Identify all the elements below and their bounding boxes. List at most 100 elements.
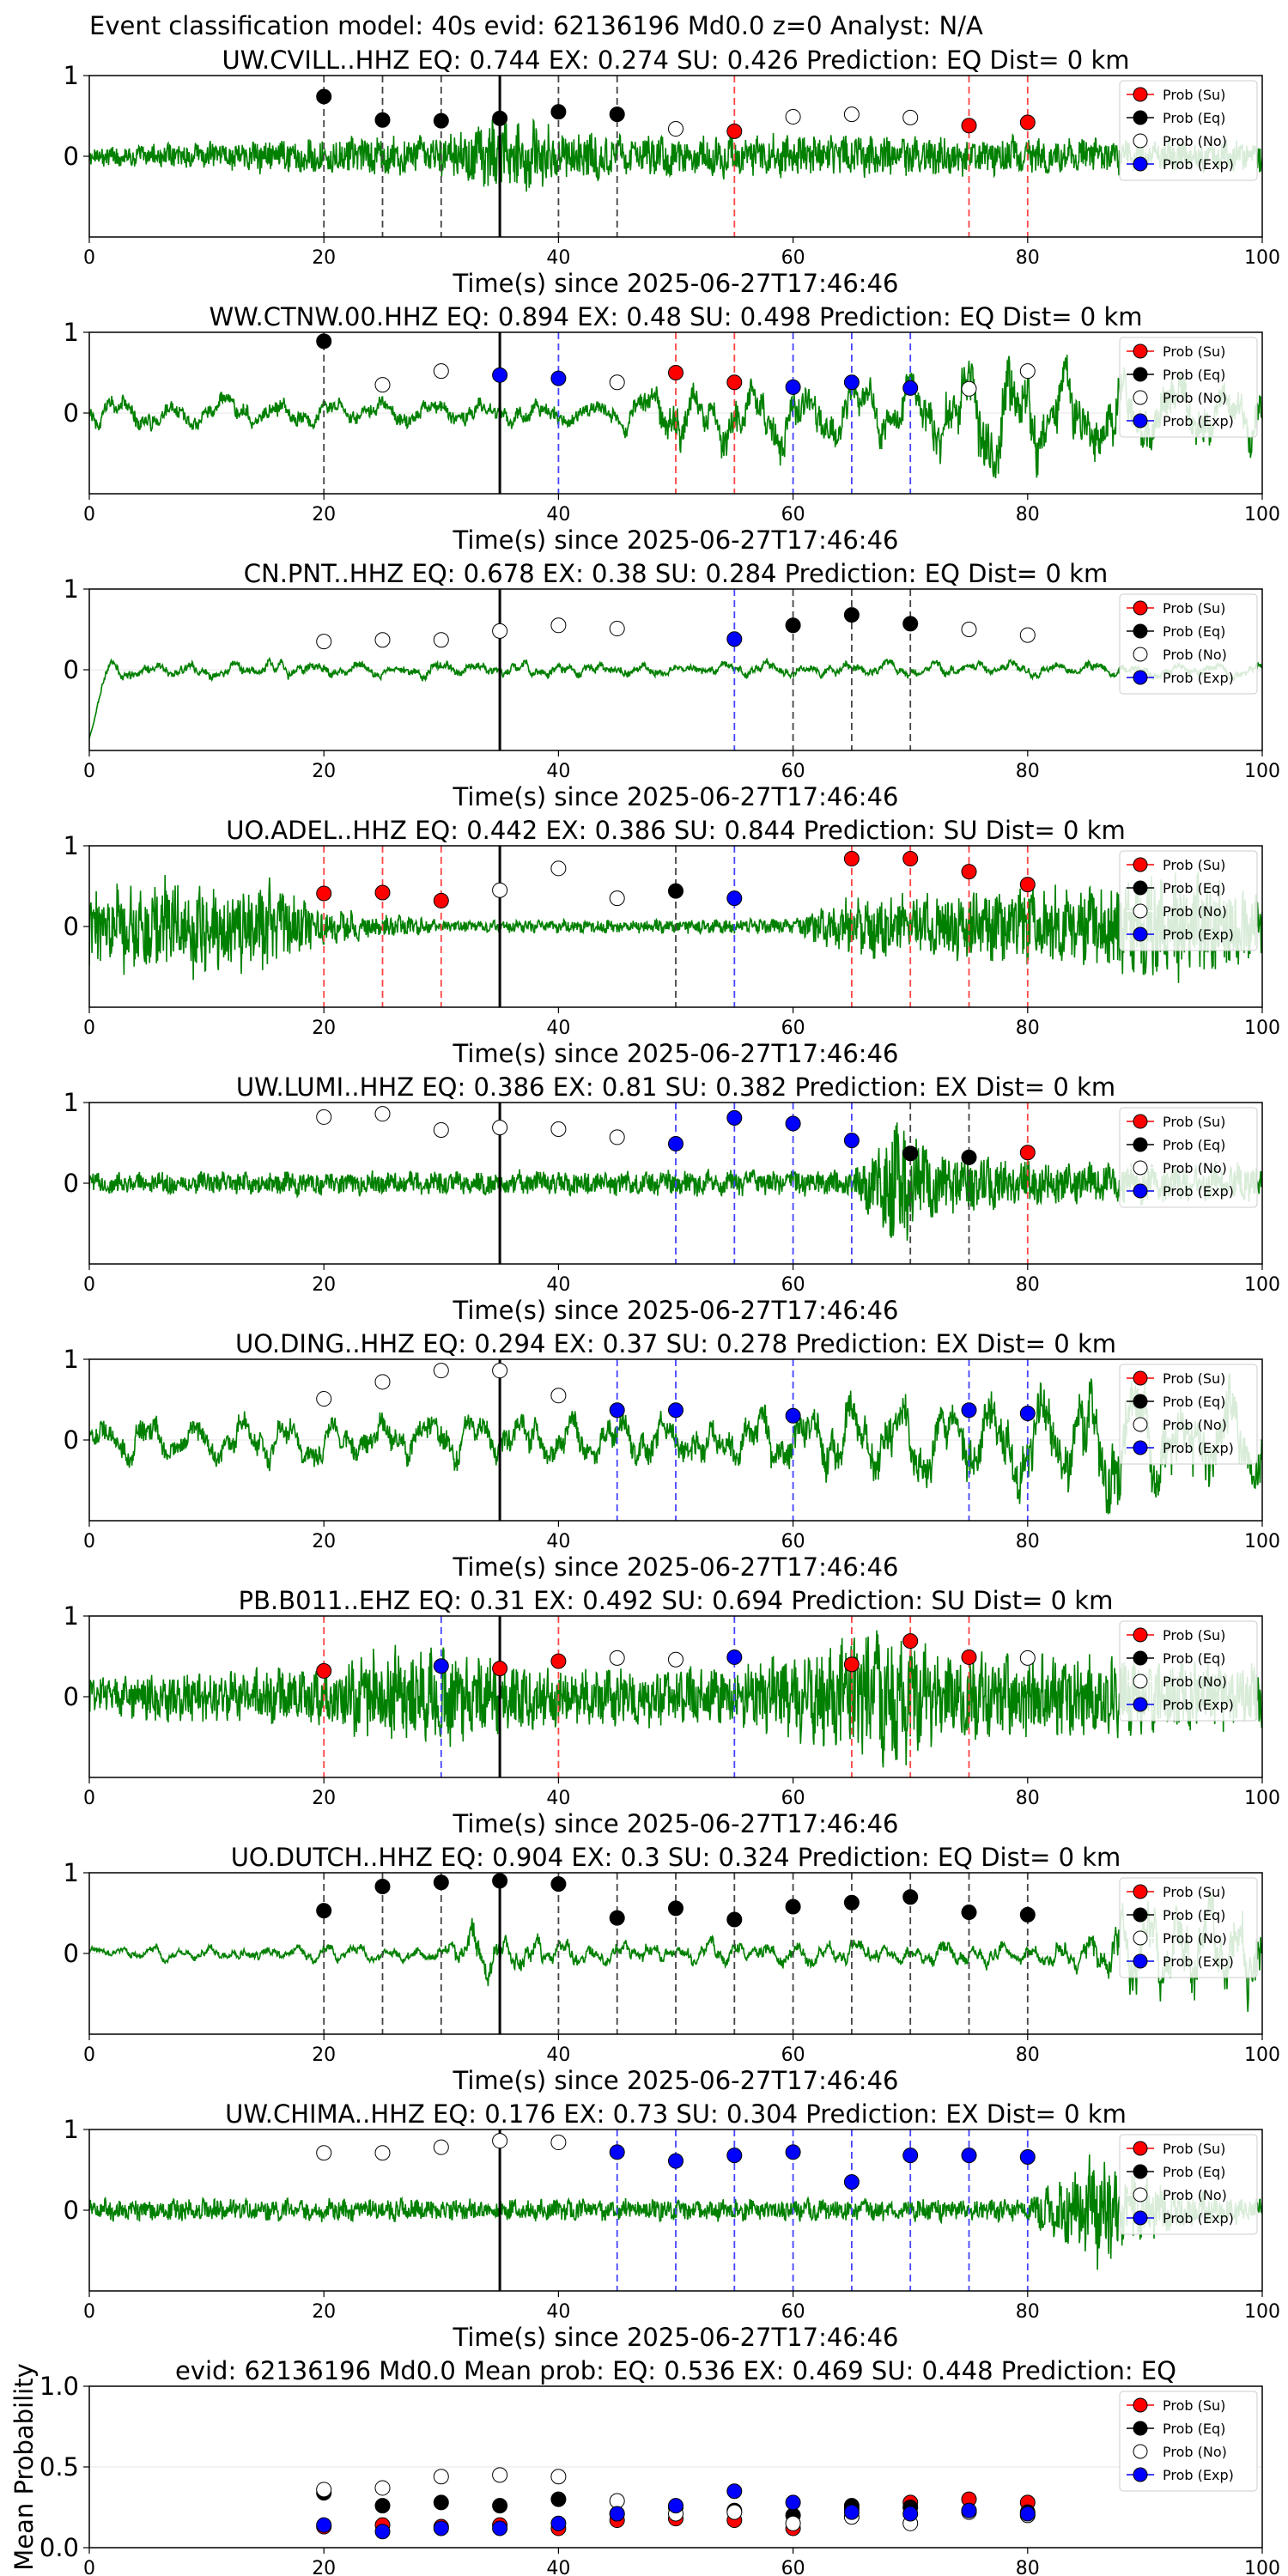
prob-point-su (961, 864, 977, 880)
prob-point-exp (668, 1402, 683, 1419)
prob-point-no (1019, 1649, 1036, 1666)
legend-label-no: Prob (No) (1163, 1674, 1227, 1690)
prob-point-eq (433, 1874, 449, 1891)
x-tick-label: 20 (312, 247, 336, 269)
x-tick-label: 80 (1016, 504, 1040, 526)
prob-point-no (316, 1109, 332, 1125)
legend-marker-no (1133, 2187, 1148, 2202)
waveform-trace (89, 656, 1262, 739)
x-tick-label: 100 (1244, 2044, 1280, 2066)
x-tick-label: 100 (1244, 761, 1280, 782)
x-tick-label: 0 (83, 2558, 95, 2576)
mean-point-eq (374, 2498, 391, 2514)
x-axis-label: Time(s) since 2025-06-27T17:46:46 (453, 2066, 899, 2095)
x-axis-label: Time(s) since 2025-06-27T17:46:46 (453, 2323, 899, 2352)
legend-marker-eq (1133, 1907, 1148, 1923)
prob-point-exp (1019, 1405, 1036, 1421)
prob-point-no (492, 623, 508, 639)
mean-point-exp (433, 2520, 449, 2537)
legend-label-no: Prob (No) (1163, 903, 1227, 920)
x-tick-label: 40 (546, 1274, 570, 1296)
mean-point-no (785, 2515, 801, 2531)
legend-label-su: Prob (Su) (1163, 857, 1225, 873)
prob-point-su (374, 884, 391, 901)
mean-point-exp (785, 2494, 801, 2511)
legend-label-exp: Prob (Exp) (1163, 670, 1234, 686)
prob-point-exp (668, 2153, 683, 2169)
panel-5: 0 20 40 60 80 100 UO.DING..HHZ EQ: 0.294 EX: 0… (64, 1329, 1280, 1582)
legend-marker-exp (1133, 156, 1148, 172)
legend-marker-no (1133, 1417, 1148, 1432)
prob-point-no (492, 1120, 508, 1136)
prob-point-eq (316, 333, 332, 349)
mean-point-exp (316, 2517, 332, 2533)
prob-point-exp (726, 1649, 743, 1665)
legend-marker-eq (1133, 1394, 1148, 1409)
legend-box (1119, 80, 1258, 181)
prob-point-no (843, 106, 860, 123)
legend-label-eq: Prob (Eq) (1163, 1394, 1225, 1410)
x-tick-label: 20 (312, 761, 336, 782)
prob-point-eq (902, 1889, 919, 1905)
axes-frame (88, 588, 1263, 751)
legend-marker-eq (1133, 1650, 1148, 1666)
mean-point-exp (902, 2506, 919, 2522)
mean-point-exp (550, 2515, 567, 2531)
prob-point-no (316, 1391, 332, 1407)
prob-point-su (1019, 114, 1036, 131)
y-tick-label: 0 (64, 1425, 79, 1455)
y-tick-label: 1 (64, 1601, 79, 1631)
prob-point-no (316, 634, 332, 650)
x-tick-label: 60 (781, 1531, 805, 1552)
waveform-trace (89, 1373, 1262, 1515)
prob-point-no (374, 632, 391, 648)
plot-area (89, 1616, 1262, 1777)
panel-3: 0 20 40 60 80 100 UO.ADEL..HHZ EQ: 0.442 EX: 0… (64, 816, 1280, 1068)
plot-area (89, 589, 1262, 750)
x-tick-label: 0 (83, 1018, 95, 1039)
panel-9: 0 20 40 60 80 100 evid: 62136196 Md0.0 Mean pr… (9, 2356, 1280, 2576)
legend-label-su: Prob (Su) (1163, 600, 1225, 617)
x-tick-label: 60 (781, 504, 805, 526)
mean-point-no (316, 2482, 332, 2498)
prob-point-eq (550, 104, 567, 120)
legend-marker-no (1133, 133, 1148, 149)
legend-label-exp: Prob (Exp) (1163, 2467, 1234, 2483)
x-tick-label: 40 (546, 2558, 570, 2576)
prob-point-eq (961, 1149, 977, 1165)
legend-label-exp: Prob (Exp) (1163, 2210, 1234, 2227)
prob-point-eq (609, 1910, 625, 1926)
prob-point-eq (785, 617, 801, 634)
y-tick-label: 0 (64, 912, 79, 941)
y-tick-label: 1 (64, 1345, 79, 1374)
legend-label-exp: Prob (Exp) (1163, 1697, 1234, 1713)
prob-point-eq (668, 1900, 683, 1917)
prob-point-exp (726, 1109, 743, 1126)
x-tick-label: 100 (1244, 2301, 1280, 2323)
axes-frame (88, 845, 1263, 1008)
prob-point-no (668, 121, 683, 137)
mean-point-exp (726, 2483, 743, 2500)
prob-point-no (1019, 627, 1036, 643)
x-tick-label: 60 (781, 1018, 805, 1039)
x-tick-label: 20 (312, 2558, 336, 2576)
prob-point-su (726, 123, 743, 139)
y-tick-label: 0 (64, 1169, 79, 1198)
prob-point-su (726, 374, 743, 391)
legend-label-exp: Prob (Exp) (1163, 1440, 1234, 1456)
prob-point-exp (843, 1133, 860, 1149)
mean-point-no (726, 2504, 743, 2520)
prob-point-exp (785, 1407, 801, 1424)
legend-label-su: Prob (Su) (1163, 1627, 1225, 1643)
panel-4: 0 20 40 60 80 100 UW.LUMI..HHZ EQ: 0.386 EX: 0… (64, 1072, 1280, 1325)
legend-marker-no (1133, 1674, 1148, 1689)
legend-marker-exp (1133, 927, 1148, 942)
plot-area (89, 1873, 1262, 2034)
mean-point-no (550, 2469, 567, 2485)
mean-point-exp (668, 2498, 683, 2514)
prob-point-no (550, 1388, 567, 1404)
x-tick-label: 100 (1244, 1018, 1280, 1039)
legend-label-no: Prob (No) (1163, 390, 1227, 406)
x-tick-label: 0 (83, 1274, 95, 1296)
prob-point-su (902, 851, 919, 867)
